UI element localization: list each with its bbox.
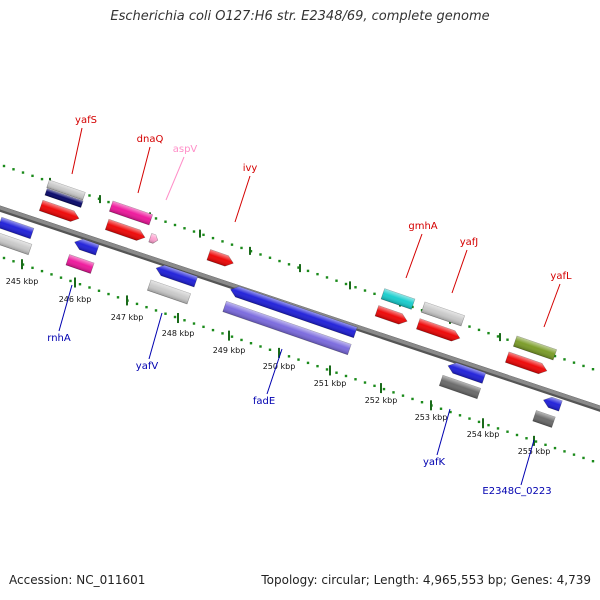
leader-line-E2348C_0223 [520, 439, 535, 486]
reverse-strand-dots [2, 256, 595, 463]
gene-label-fadE[interactable]: fadE [253, 396, 275, 407]
gene-label-yafS[interactable]: yafS [75, 115, 97, 126]
feature-yafK-gene[interactable] [438, 374, 482, 400]
leader-line-dnaQ [137, 146, 151, 194]
feature-grey-left-top[interactable] [0, 232, 33, 256]
gene-label-yafJ[interactable]: yafJ [460, 237, 479, 248]
page-title: Escherichia coli O127:H6 str. E2348/69, … [110, 9, 490, 24]
feature-aspV-trna[interactable] [148, 233, 159, 244]
feature-E2348C_0223-cds[interactable] [542, 395, 563, 412]
kbp-tick-label: 247 kbp [111, 313, 144, 322]
feature-yafV-gene[interactable] [146, 279, 192, 305]
feature-yafV-cds[interactable] [154, 263, 199, 288]
kbp-tick-label: 248 kbp [162, 329, 195, 338]
gene-label-rnhA[interactable]: rnhA [47, 333, 71, 344]
gene-label-aspV[interactable]: aspV [173, 144, 198, 155]
gene-label-E2348C_0223[interactable]: E2348C_0223 [482, 486, 551, 497]
leader-line-yafK [436, 408, 451, 456]
feature-yafJ-gene[interactable] [420, 301, 466, 327]
gene-label-gmhA[interactable]: gmhA [408, 221, 437, 232]
feature-rnhA-gene[interactable] [65, 254, 95, 274]
leader-line-yafV [148, 312, 163, 360]
feature-yafK-cds[interactable] [446, 361, 487, 384]
leader-line-yafL [543, 283, 561, 328]
kbp-tick-label: 251 kbp [314, 379, 347, 388]
kbp-tick-label: 245 kbp [6, 277, 39, 286]
accession-text: Accession: NC_011601 [9, 573, 146, 587]
leader-line-ivy [234, 175, 251, 223]
feature-gmhA-cds[interactable] [374, 305, 409, 327]
label-leader-lines [58, 127, 561, 486]
feature-dnaQ-cds[interactable] [104, 218, 146, 242]
leader-line-rnhA [58, 284, 73, 332]
kbp-tick-label: 250 kbp [263, 362, 296, 371]
leader-line-fadE [266, 348, 283, 395]
feature-gmhA-gene[interactable] [380, 288, 416, 310]
gene-label-dnaQ[interactable]: dnaQ [137, 134, 164, 145]
feature-rnhA-cds[interactable] [73, 237, 100, 256]
feature-E2348C_0223-gene[interactable] [532, 410, 556, 428]
gene-label-yafV[interactable]: yafV [136, 361, 159, 372]
gene-label-yafK[interactable]: yafK [423, 457, 446, 468]
feature-yafS-grey[interactable] [46, 179, 86, 201]
kbp-ticks: 245 kbp 246 kbp 247 kbp 248 kbp 249 kbp 250 k… [6, 177, 551, 456]
feature-yafS-navy[interactable] [44, 188, 84, 208]
leader-line-aspV [165, 156, 185, 201]
feature-ivy-cds[interactable] [206, 249, 235, 269]
genome-summary-text: Topology: circular; Length: 4,965,553 bp… [261, 573, 591, 587]
feature-fadE-cds[interactable] [229, 284, 358, 339]
kbp-tick-label: 252 kbp [365, 396, 398, 405]
leader-line-yafS [71, 127, 83, 175]
kbp-tick-label: 253 kbp [415, 413, 448, 422]
feature-fadE-gene[interactable] [222, 300, 352, 356]
kbp-tick-label: 255 kbp [518, 447, 551, 456]
gene-label-yafL[interactable]: yafL [550, 271, 572, 282]
gene-labels: yafS dnaQ aspV ivy gmhA yafJ yafL rnhA yafV fadE y… [47, 115, 572, 497]
feature-dnaQ-gene[interactable] [108, 200, 154, 226]
feature-yafL-cds[interactable] [504, 351, 548, 376]
leader-line-gmhA [405, 233, 423, 279]
feature-yafL-gene[interactable] [512, 335, 558, 361]
leader-line-yafJ [451, 249, 468, 294]
feature-yafS-cds[interactable] [38, 199, 80, 223]
feature-yafJ-cds[interactable] [416, 318, 461, 344]
kbp-tick-label: 249 kbp [213, 346, 246, 355]
kbp-tick-label: 254 kbp [467, 430, 500, 439]
gene-features [0, 179, 563, 428]
feature-blue-left-top[interactable] [0, 216, 35, 240]
kbp-tick-label: 246 kbp [59, 295, 92, 304]
gene-label-ivy[interactable]: ivy [243, 163, 258, 174]
